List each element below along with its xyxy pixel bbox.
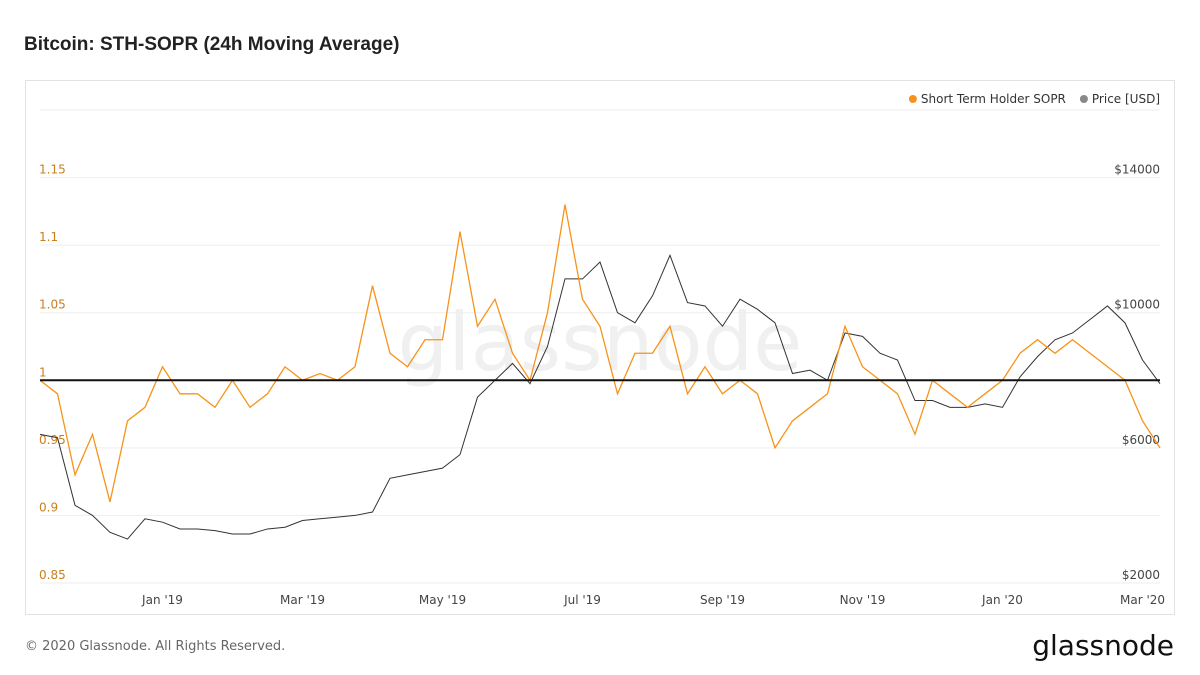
x-tick-label: Mar '20	[1120, 593, 1165, 607]
y2-tick-label: $10000	[1114, 298, 1160, 312]
x-tick-label: Nov '19	[840, 593, 886, 607]
watermark: glassnode	[397, 296, 802, 389]
logo: glassnode	[1032, 629, 1174, 662]
legend-marker	[908, 95, 917, 103]
chart-frame	[25, 80, 1175, 615]
y2-tick-label: $14000	[1114, 163, 1160, 177]
chart-title: Bitcoin: STH-SOPR (24h Moving Average)	[24, 34, 399, 55]
y-tick-label: 1.05	[39, 298, 66, 312]
y2-tick-label: $2000	[1122, 568, 1160, 582]
x-tick-label: May '19	[419, 593, 466, 607]
series-line	[39, 253, 1161, 540]
series-line	[39, 204, 1161, 503]
y-tick-label: 1	[39, 365, 47, 379]
legend-label: Price [USD]	[1092, 92, 1160, 106]
x-tick-label: Sep '19	[700, 593, 745, 607]
y-tick-label: 1.15	[39, 163, 66, 177]
y-tick-label: 0.85	[39, 568, 66, 582]
x-tick-label: Jul '19	[563, 593, 601, 607]
y2-tick-label: $6000	[1122, 433, 1160, 447]
footer: © 2020 Glassnode. All Rights Reserved.	[25, 639, 285, 654]
legend-marker	[1079, 95, 1088, 103]
y-tick-label: 0.9	[39, 500, 58, 514]
x-tick-label: Mar '19	[280, 593, 325, 607]
y-tick-label: 1.1	[39, 230, 58, 244]
x-tick-label: Jan '19	[141, 593, 183, 607]
x-tick-label: Jan '20	[981, 593, 1023, 607]
legend-label: Short Term Holder SOPR	[921, 92, 1066, 106]
